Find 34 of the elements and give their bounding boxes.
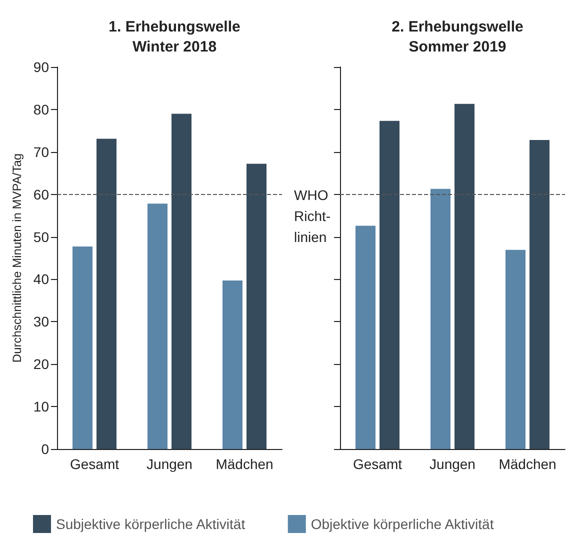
x-tick-label: Gesamt [352, 456, 402, 472]
bar [246, 164, 266, 449]
y-tick-label: 90 [33, 59, 50, 75]
y-tick-label: 60 [33, 186, 50, 202]
y-tick-label: 30 [33, 314, 50, 330]
bar [356, 226, 376, 449]
x-tick-label: Gesamt [70, 456, 120, 472]
bar [430, 188, 450, 449]
y-tick-label: 20 [33, 356, 50, 372]
y-tick-label: 50 [33, 228, 50, 245]
ref-line-label: WHO Richt- linien [294, 186, 331, 245]
bar [172, 114, 192, 449]
chart-title: 1. Erhebungswelle Winter 2018 [108, 18, 240, 56]
legend-label: Objektive körperliche Aktivität [310, 516, 494, 532]
x-tick-label: Mädchen [216, 456, 274, 472]
x-tick-label: Mädchen [498, 456, 556, 472]
y-tick-label: 80 [33, 101, 50, 118]
x-tick-label: Jungen [430, 456, 476, 472]
bar [506, 250, 526, 449]
bar [530, 140, 550, 449]
x-tick-label: Jungen [146, 456, 192, 472]
y-tick-label: 10 [33, 398, 50, 415]
chart-title: 2. Erhebungswelle Sommer 2019 [392, 18, 524, 56]
y-tick-label: 40 [33, 271, 50, 288]
legend-label: Subjektive körperliche Aktivität [56, 516, 246, 532]
bar [380, 120, 400, 449]
y-tick-label: 70 [33, 144, 50, 160]
bar [96, 138, 116, 449]
bar [72, 246, 92, 449]
y-axis-title: Durchschnittliche Minuten in MVPA/Tag [10, 153, 24, 363]
bar [454, 104, 474, 449]
y-tick-label: 0 [41, 441, 50, 457]
bar [148, 204, 168, 449]
bar [222, 280, 242, 449]
